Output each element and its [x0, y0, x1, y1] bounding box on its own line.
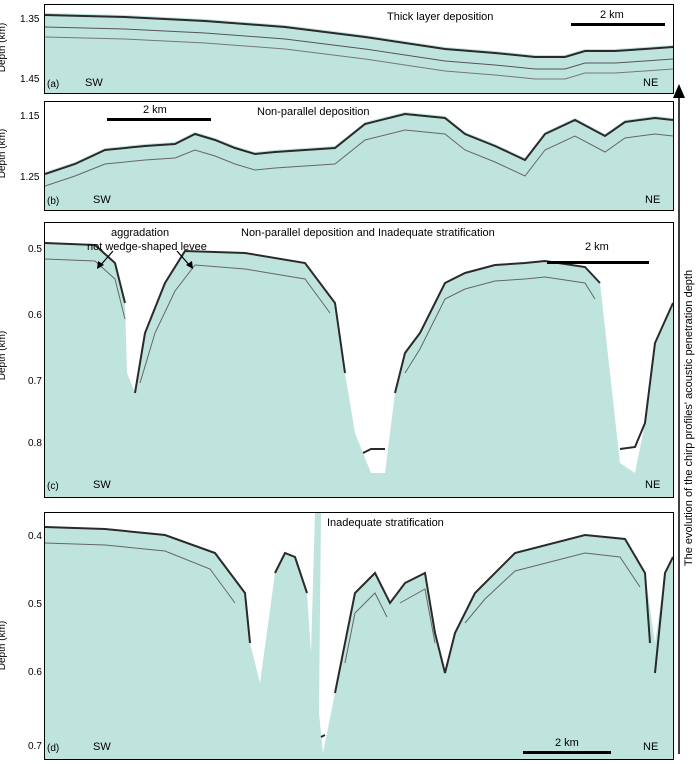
panel-a-sw: SW: [85, 77, 103, 89]
profile-b-reflector-2: [45, 129, 673, 187]
panel-d-tick-3: 0.6: [28, 667, 42, 678]
panel-c-label: (c): [47, 481, 59, 492]
panel-c-sw: SW: [93, 479, 111, 491]
panel-d-tick-4: 0.7: [28, 741, 42, 752]
panel-b-scale-bar: [107, 118, 211, 121]
panel-c-annotation-1: aggradation: [111, 227, 170, 239]
panel-c-tick-2: 0.6: [28, 310, 42, 321]
panel-b-tick-1: 1.15: [20, 111, 40, 122]
profile-d-reflector: [45, 526, 673, 738]
panel-d-ne: NE: [643, 741, 659, 753]
profile-d-fill: [45, 513, 673, 759]
panel-c-scale-label: 2 km: [585, 241, 609, 253]
panel-d-tick-2: 0.5: [28, 599, 42, 610]
panel-a: Thick layer deposition 2 km (a) SW NE: [44, 4, 674, 94]
profile-a-reflector: [45, 14, 673, 58]
penetration-depth-arrow: [673, 84, 685, 754]
panel-b-label: (b): [47, 196, 60, 207]
panel-c-tick-1: 0.5: [28, 244, 42, 255]
side-caption: The evolution of the chirp profiles' aco…: [683, 269, 695, 567]
panel-b-scale-label: 2 km: [143, 104, 167, 116]
panel-a-scale-bar: [571, 23, 665, 26]
panel-d-ylabel: Depth (km): [0, 620, 9, 671]
profile-d: [45, 513, 673, 759]
panel-c-ne: NE: [645, 479, 661, 491]
panel-c-annotation-2: not wedge-shaped levee: [87, 241, 207, 253]
panel-b: Non-parallel deposition 2 km (b) SW NE: [44, 101, 674, 211]
panel-a-tick-1: 1.35: [20, 14, 40, 25]
profile-c-fill: [45, 243, 673, 497]
profile-c-reflector-2: [45, 258, 596, 384]
panel-b-tick-2: 1.25: [20, 172, 40, 183]
panel-a-scale-label: 2 km: [600, 9, 624, 21]
panel-a-title: Thick layer deposition: [387, 11, 494, 23]
profile-b-reflector: [45, 112, 673, 175]
panel-a-tick-2: 1.45: [20, 74, 40, 85]
profile-c-reflector: [45, 242, 673, 454]
panel-b-sw: SW: [93, 194, 111, 206]
profile-a-reflector-2: [45, 26, 673, 70]
profile-d-reflector-2: [45, 542, 641, 664]
profile-c: [45, 242, 673, 497]
profile-a: [45, 13, 673, 93]
panel-c: Non-parallel deposition and Inadequate s…: [44, 222, 674, 498]
panel-d-label: (d): [47, 743, 60, 754]
panel-c-scale-bar: [547, 261, 649, 264]
panel-d: Inadequate stratification 2 km (d) SW NE: [44, 512, 674, 760]
panel-d-title: Inadequate stratification: [327, 517, 444, 529]
panel-d-scale-bar: [523, 751, 611, 754]
panel-b-ylabel: Depth (km): [0, 128, 9, 179]
panel-c-tick-3: 0.7: [28, 376, 42, 387]
panel-b-ne: NE: [645, 194, 661, 206]
profile-a-reflector-3: [45, 36, 673, 80]
panel-b-title: Non-parallel deposition: [257, 106, 370, 118]
panel-c-title: Non-parallel deposition and Inadequate s…: [241, 227, 495, 239]
panel-c-ylabel: Depth (km): [0, 330, 9, 381]
panel-d-scale-label: 2 km: [555, 737, 579, 749]
panel-a-label: (a): [47, 79, 60, 90]
panel-c-tick-4: 0.8: [28, 438, 42, 449]
panel-d-tick-1: 0.4: [28, 531, 42, 542]
profile-b: [45, 112, 673, 210]
panel-d-sw: SW: [93, 741, 111, 753]
panel-a-ylabel: Depth (km): [0, 22, 9, 73]
panel-a-ne: NE: [643, 77, 659, 89]
panel-c-annotation-arrows: [97, 250, 193, 269]
